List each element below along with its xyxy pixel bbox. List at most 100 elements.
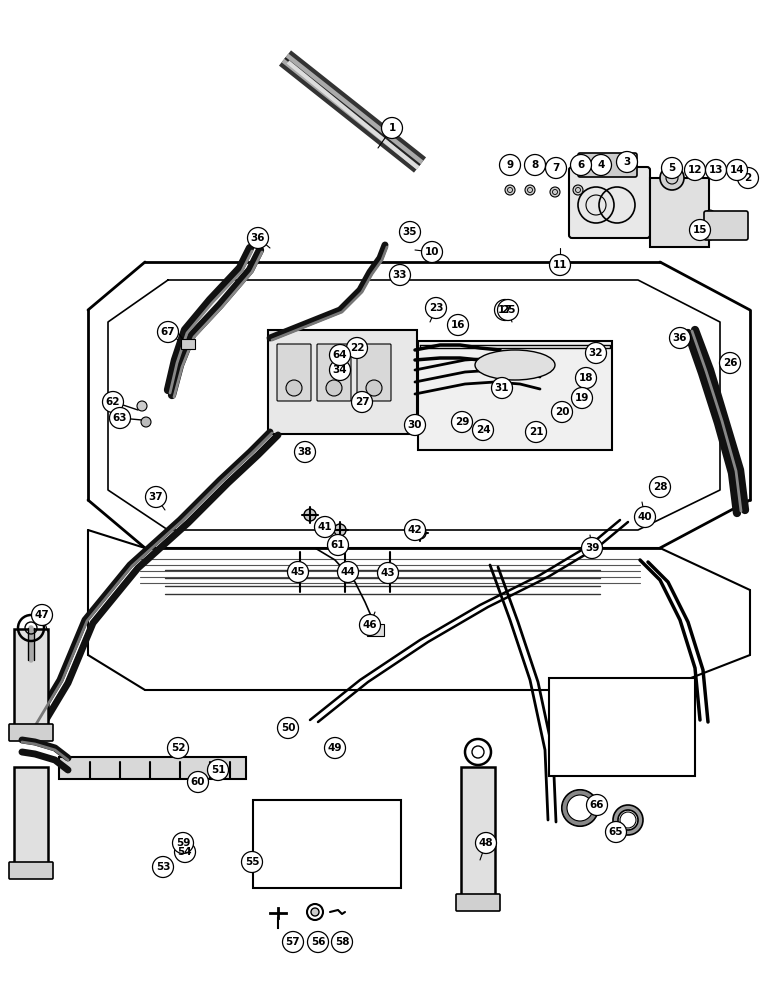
Circle shape xyxy=(505,185,515,195)
Text: 41: 41 xyxy=(318,522,332,532)
Circle shape xyxy=(103,391,124,412)
Text: 56: 56 xyxy=(311,937,325,947)
Circle shape xyxy=(405,520,425,540)
FancyBboxPatch shape xyxy=(357,344,391,401)
Circle shape xyxy=(294,442,316,462)
Text: 25: 25 xyxy=(501,305,515,315)
Text: 16: 16 xyxy=(451,320,466,330)
Circle shape xyxy=(551,401,573,422)
Bar xyxy=(253,800,401,888)
Circle shape xyxy=(334,524,346,536)
Text: 32: 32 xyxy=(589,348,603,358)
Text: 2: 2 xyxy=(744,173,752,183)
Circle shape xyxy=(242,852,262,872)
Circle shape xyxy=(337,562,358,582)
FancyBboxPatch shape xyxy=(461,767,495,899)
Text: 48: 48 xyxy=(479,838,493,848)
Circle shape xyxy=(174,842,195,862)
Text: 47: 47 xyxy=(35,610,49,620)
FancyBboxPatch shape xyxy=(9,724,53,741)
Circle shape xyxy=(378,562,398,584)
Text: 39: 39 xyxy=(585,543,599,553)
Circle shape xyxy=(286,380,302,396)
Text: 67: 67 xyxy=(161,327,175,337)
Text: 42: 42 xyxy=(408,525,422,535)
Circle shape xyxy=(472,420,493,440)
FancyBboxPatch shape xyxy=(181,339,195,349)
Text: 27: 27 xyxy=(354,397,369,407)
Circle shape xyxy=(414,527,426,539)
Text: 60: 60 xyxy=(191,777,205,787)
Circle shape xyxy=(137,401,147,411)
FancyBboxPatch shape xyxy=(14,629,48,731)
Text: 58: 58 xyxy=(335,937,349,947)
Circle shape xyxy=(145,487,167,508)
Text: 28: 28 xyxy=(653,482,667,492)
Text: 43: 43 xyxy=(381,568,395,578)
Circle shape xyxy=(573,185,583,195)
Circle shape xyxy=(32,604,52,626)
Circle shape xyxy=(390,264,411,286)
Circle shape xyxy=(347,338,367,359)
Circle shape xyxy=(351,391,373,412)
Text: 19: 19 xyxy=(575,393,589,403)
Text: 1: 1 xyxy=(388,123,395,133)
Circle shape xyxy=(575,367,597,388)
Circle shape xyxy=(330,344,350,365)
FancyBboxPatch shape xyxy=(704,211,748,240)
Circle shape xyxy=(327,534,348,556)
Circle shape xyxy=(476,832,496,854)
Text: 8: 8 xyxy=(531,160,539,170)
Circle shape xyxy=(425,298,446,318)
Circle shape xyxy=(550,187,560,197)
FancyBboxPatch shape xyxy=(317,344,351,401)
Circle shape xyxy=(720,353,740,373)
Circle shape xyxy=(669,328,690,349)
Circle shape xyxy=(405,414,425,436)
Text: 54: 54 xyxy=(178,847,192,857)
Text: 4: 4 xyxy=(598,160,604,170)
FancyBboxPatch shape xyxy=(367,624,384,636)
FancyBboxPatch shape xyxy=(650,178,709,247)
Circle shape xyxy=(546,157,567,178)
Text: 29: 29 xyxy=(455,417,469,427)
Text: 38: 38 xyxy=(298,447,312,457)
Circle shape xyxy=(208,760,229,780)
Text: 62: 62 xyxy=(106,397,120,407)
Circle shape xyxy=(326,380,342,396)
Ellipse shape xyxy=(475,350,555,380)
Text: 63: 63 xyxy=(113,413,127,423)
Text: 59: 59 xyxy=(176,838,190,848)
Circle shape xyxy=(330,360,350,380)
Text: 14: 14 xyxy=(730,165,744,175)
Text: 12: 12 xyxy=(688,165,703,175)
FancyBboxPatch shape xyxy=(418,341,612,450)
Text: 10: 10 xyxy=(425,247,439,257)
Text: 44: 44 xyxy=(340,567,355,577)
Text: 65: 65 xyxy=(609,827,623,837)
Text: 22: 22 xyxy=(350,343,364,353)
Circle shape xyxy=(706,159,726,180)
Circle shape xyxy=(737,167,759,188)
Circle shape xyxy=(571,387,592,408)
Circle shape xyxy=(153,856,174,878)
Text: 30: 30 xyxy=(408,420,422,430)
Text: 37: 37 xyxy=(149,492,164,502)
Circle shape xyxy=(304,509,316,521)
Circle shape xyxy=(605,822,627,842)
Text: 9: 9 xyxy=(506,160,513,170)
Circle shape xyxy=(726,159,747,180)
Text: 57: 57 xyxy=(286,937,300,947)
Circle shape xyxy=(662,157,682,178)
Text: 17: 17 xyxy=(498,305,513,315)
Circle shape xyxy=(562,790,598,826)
Text: 13: 13 xyxy=(709,165,723,175)
Text: 23: 23 xyxy=(428,303,443,313)
Circle shape xyxy=(311,908,319,916)
Circle shape xyxy=(307,904,323,920)
Text: 49: 49 xyxy=(328,743,342,753)
Circle shape xyxy=(188,772,208,792)
Text: 18: 18 xyxy=(579,373,593,383)
Text: 11: 11 xyxy=(553,260,567,270)
Circle shape xyxy=(283,932,303,952)
